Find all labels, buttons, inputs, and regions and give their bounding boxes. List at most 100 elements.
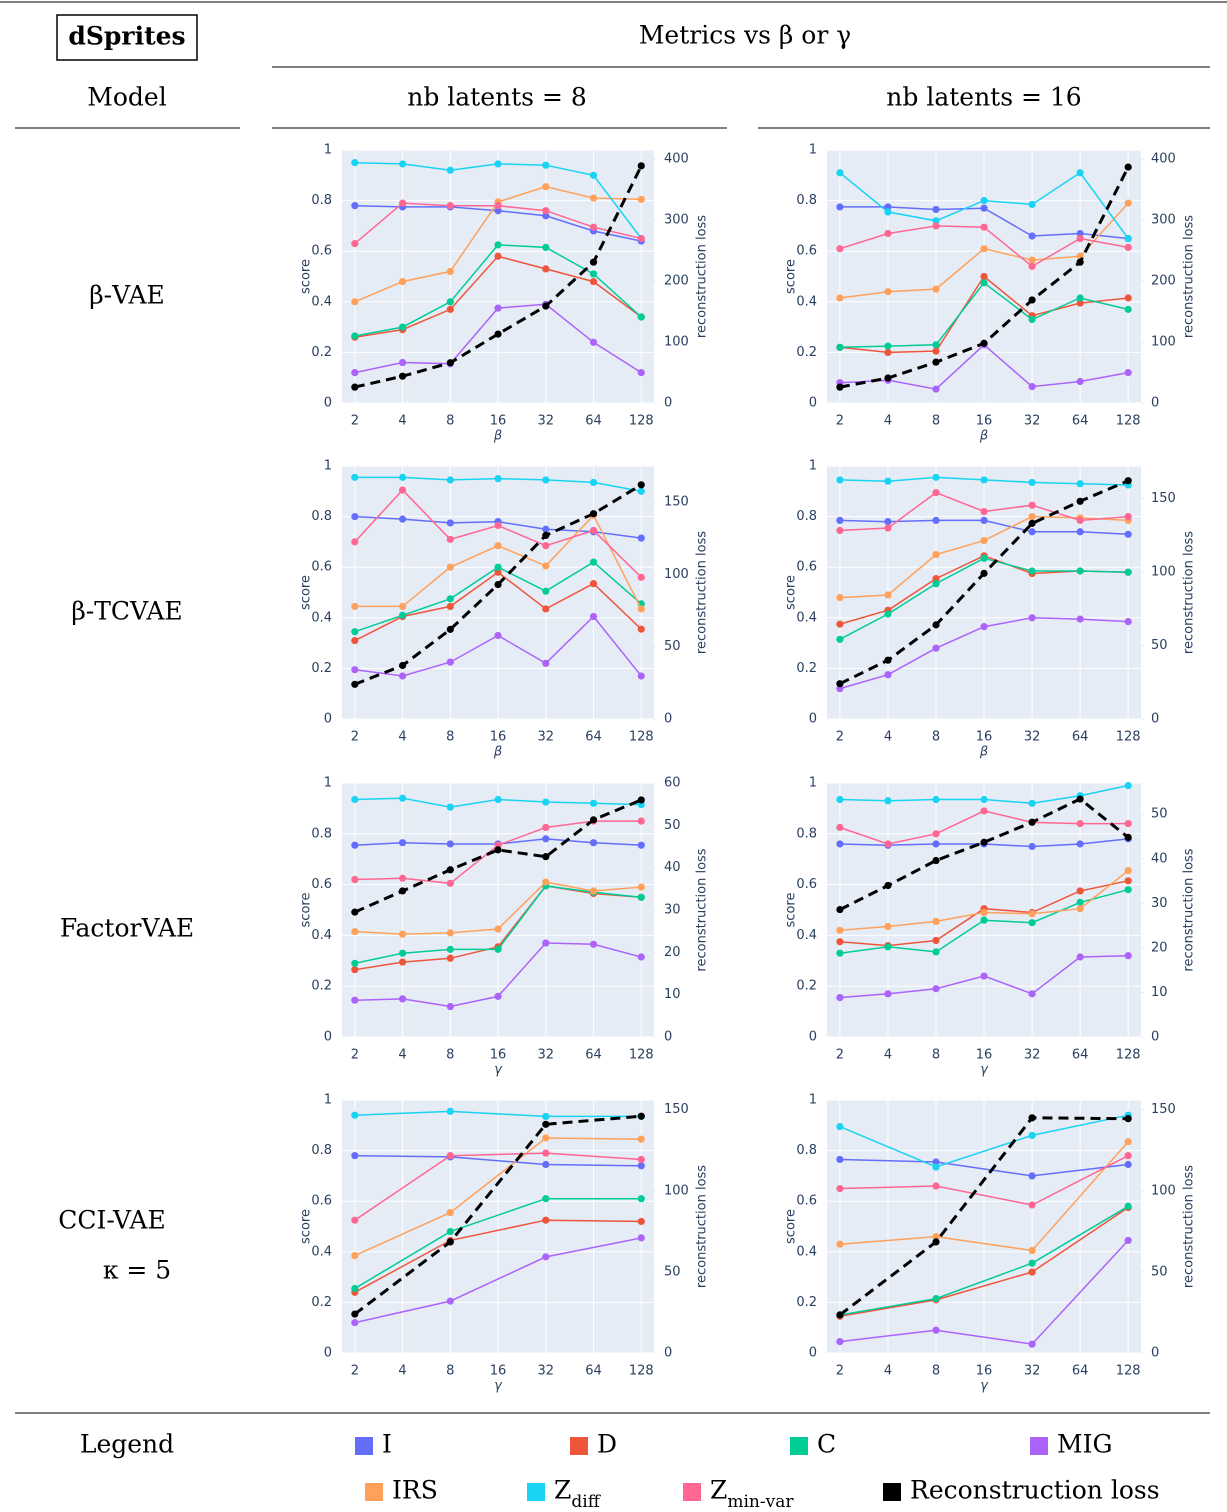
data-point — [542, 1195, 550, 1203]
series-line — [354, 1197, 642, 1290]
data-point — [637, 1155, 645, 1164]
data-point — [884, 671, 892, 679]
data-point — [932, 1233, 940, 1241]
row-label: β-TCVAE — [71, 597, 182, 626]
x-tick-label: 64 — [1072, 1048, 1089, 1063]
data-point — [542, 476, 550, 484]
x-tick-label: 128 — [1116, 414, 1141, 429]
data-point — [836, 203, 844, 211]
x-tick-label: 16 — [976, 1048, 993, 1063]
data-point — [542, 212, 550, 220]
data-point — [494, 304, 502, 312]
data-point — [1076, 516, 1084, 524]
y2-tick-label: 200 — [1151, 274, 1176, 289]
x-tick-label: 128 — [629, 1364, 654, 1379]
y2-tick-label: 150 — [664, 1102, 689, 1117]
y2-tick-label: 100 — [664, 1183, 689, 1198]
series-line — [354, 1137, 642, 1257]
y2-tick-label: 200 — [664, 274, 689, 289]
data-point — [589, 258, 598, 266]
data-point — [1124, 1202, 1132, 1210]
y2-tick-label: 50 — [1151, 1264, 1168, 1279]
y-tick-label: 0.2 — [311, 979, 332, 994]
legend-swatch — [365, 1483, 383, 1501]
x-tick-label: 2 — [351, 730, 359, 745]
data-point — [884, 288, 892, 296]
data-point — [446, 476, 454, 484]
data-point — [932, 1158, 940, 1166]
data-point — [1028, 1172, 1036, 1180]
y-axis-label: score — [784, 259, 799, 294]
data-point — [836, 1155, 844, 1164]
legend-subscript: min-var — [727, 1492, 794, 1512]
data-point — [1124, 1138, 1132, 1146]
y-tick-label: 1 — [324, 776, 332, 791]
data-point — [589, 612, 598, 621]
y-tick-label: 0.6 — [311, 1194, 332, 1209]
data-point — [351, 1319, 359, 1327]
data-point — [398, 611, 407, 619]
data-point — [542, 542, 550, 550]
legend-label: I — [382, 1430, 392, 1459]
legend-label: Zmin-var — [710, 1476, 794, 1512]
model-header: Model — [87, 83, 166, 112]
y-axis-label: score — [299, 575, 314, 610]
y2-axis-label: reconstruction loss — [1182, 531, 1197, 654]
y-tick-label: 0 — [809, 712, 817, 727]
data-point — [446, 267, 454, 276]
data-point — [446, 803, 454, 811]
data-point — [637, 234, 645, 243]
data-point — [494, 252, 502, 260]
x-tick-label: 4 — [398, 414, 406, 429]
data-point — [980, 223, 988, 231]
data-point — [980, 476, 988, 484]
y-tick-label: 0.2 — [311, 661, 332, 676]
data-point — [932, 574, 940, 583]
data-point — [836, 685, 844, 693]
x-tick-label: 16 — [490, 730, 507, 745]
data-point — [1124, 294, 1132, 302]
data-point — [932, 917, 940, 926]
data-point — [589, 194, 598, 202]
x-tick-label: 32 — [538, 1048, 555, 1063]
data-point — [932, 385, 940, 393]
x-tick-label: 8 — [446, 1364, 454, 1379]
y-tick-label: 0.4 — [796, 610, 817, 625]
x-tick-label: 128 — [629, 414, 654, 429]
data-point — [932, 1295, 940, 1303]
y-tick-label: 1 — [809, 459, 817, 474]
y-axis-label: score — [299, 259, 314, 294]
x-tick-label: 32 — [1024, 1048, 1041, 1063]
data-point — [1124, 234, 1132, 243]
y-tick-label: 0.4 — [311, 610, 332, 625]
data-point — [884, 591, 892, 599]
data-point — [836, 1122, 844, 1131]
x-tick-label: 8 — [932, 1048, 940, 1063]
data-point — [446, 202, 454, 210]
data-point — [398, 995, 407, 1003]
data-point — [884, 208, 892, 216]
data-point — [637, 534, 645, 542]
data-point — [1028, 296, 1036, 304]
data-point — [836, 593, 844, 602]
x-tick-label: 32 — [538, 414, 555, 429]
data-point — [932, 621, 940, 629]
y2-tick-label: 10 — [1151, 985, 1168, 1000]
data-point — [494, 241, 502, 249]
legend-swatch — [527, 1483, 545, 1501]
y-tick-label: 0.8 — [311, 826, 332, 841]
x-tick-label: 2 — [351, 1048, 359, 1063]
data-point — [351, 908, 359, 916]
data-point — [884, 203, 892, 211]
data-point — [980, 807, 988, 815]
data-point — [351, 240, 359, 248]
data-point — [589, 839, 598, 847]
data-point — [398, 358, 407, 367]
data-point — [351, 636, 359, 645]
data-point — [542, 1120, 550, 1128]
data-point — [932, 1182, 940, 1190]
data-point — [446, 879, 454, 887]
data-point — [932, 516, 940, 524]
row-sublabel: κ = 5 — [103, 1256, 171, 1285]
data-point — [836, 1184, 844, 1193]
